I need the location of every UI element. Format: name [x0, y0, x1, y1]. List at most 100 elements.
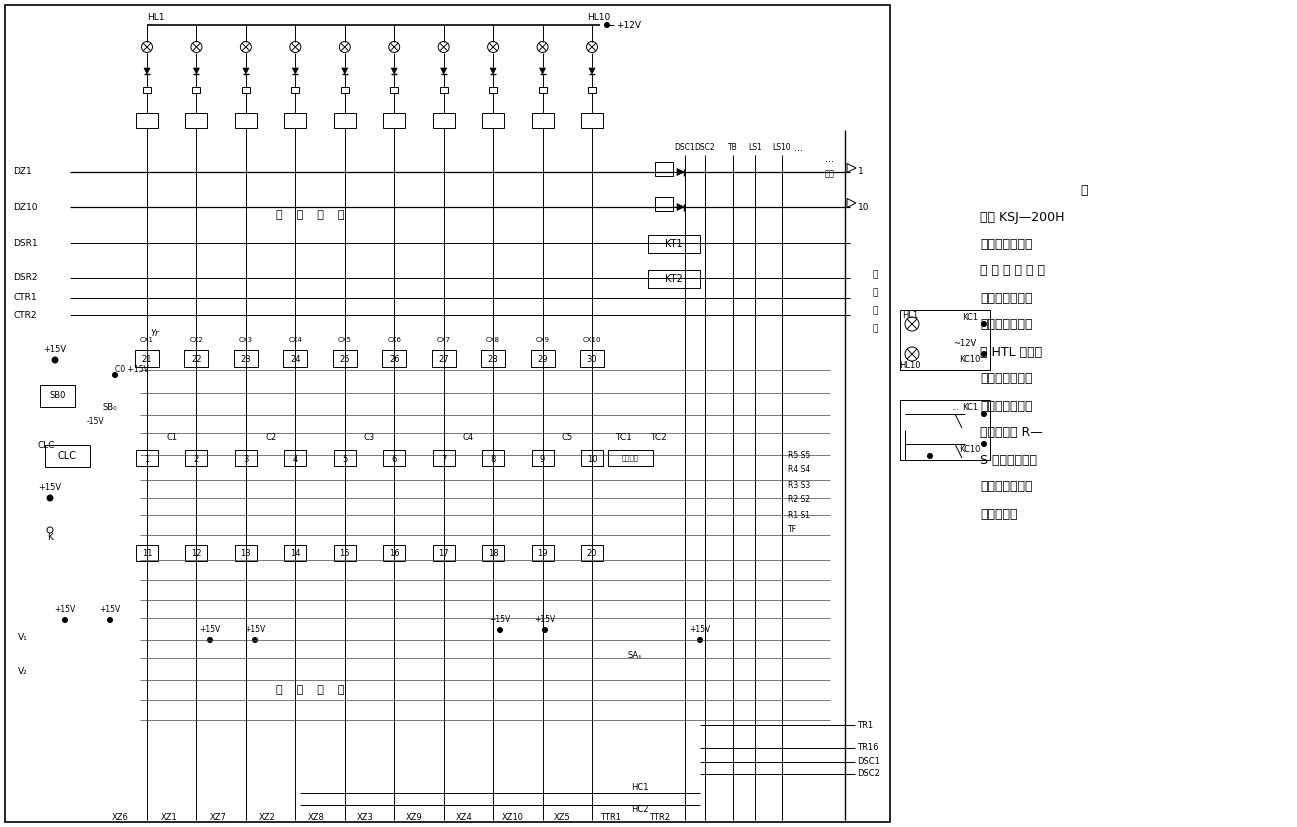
- Bar: [538, 87, 546, 93]
- Polygon shape: [441, 68, 446, 74]
- Text: C1: C1: [166, 433, 178, 442]
- Bar: [283, 350, 307, 367]
- Circle shape: [253, 638, 258, 643]
- Text: 3: 3: [244, 455, 249, 463]
- Polygon shape: [540, 68, 546, 74]
- Text: 19: 19: [537, 549, 547, 558]
- Text: C4: C4: [463, 433, 473, 442]
- Bar: [482, 113, 505, 128]
- Bar: [233, 350, 258, 367]
- Text: 10: 10: [859, 203, 869, 212]
- Text: 2: 2: [193, 455, 198, 463]
- Bar: [532, 450, 554, 466]
- Bar: [648, 235, 700, 253]
- Bar: [383, 450, 405, 466]
- Text: CLC: CLC: [38, 441, 54, 450]
- Circle shape: [340, 41, 350, 52]
- Circle shape: [604, 22, 610, 27]
- Text: +15V: +15V: [100, 605, 121, 614]
- Circle shape: [52, 357, 58, 363]
- Text: V₁: V₁: [18, 633, 27, 643]
- Circle shape: [208, 638, 213, 643]
- Text: CX3: CX3: [239, 337, 253, 343]
- Bar: [482, 450, 505, 466]
- Text: TR16: TR16: [857, 743, 878, 753]
- Circle shape: [488, 41, 498, 52]
- Text: 矩: 矩: [873, 307, 878, 315]
- Text: 数: 数: [873, 289, 878, 298]
- Text: HC1: HC1: [632, 782, 648, 791]
- Text: 17: 17: [438, 549, 449, 558]
- Text: SB₀: SB₀: [102, 404, 117, 413]
- Text: KT2: KT2: [665, 274, 684, 284]
- Text: DSC1: DSC1: [674, 144, 695, 152]
- Text: 22: 22: [191, 355, 202, 364]
- Text: C2: C2: [265, 433, 276, 442]
- Text: ···: ···: [825, 157, 834, 167]
- Circle shape: [62, 618, 67, 623]
- Text: DSC2: DSC2: [857, 769, 879, 778]
- Bar: [432, 350, 455, 367]
- Bar: [433, 450, 455, 466]
- Text: XZ10: XZ10: [502, 814, 524, 823]
- Text: 输    入    矩    阵: 输 入 矩 阵: [276, 685, 344, 695]
- Circle shape: [586, 41, 598, 52]
- Text: KT1: KT1: [665, 239, 682, 249]
- Polygon shape: [490, 68, 497, 74]
- Bar: [192, 87, 201, 93]
- Text: HC2: HC2: [632, 805, 648, 815]
- Text: 4: 4: [293, 455, 298, 463]
- Bar: [135, 350, 160, 367]
- Circle shape: [982, 442, 987, 447]
- Bar: [333, 350, 357, 367]
- Circle shape: [537, 41, 549, 52]
- Bar: [136, 545, 158, 561]
- Bar: [390, 87, 398, 93]
- Text: 12: 12: [191, 549, 202, 558]
- Text: 型条件步进式顺: 型条件步进式顺: [981, 237, 1032, 251]
- Bar: [383, 113, 405, 128]
- Text: HL10: HL10: [899, 361, 921, 370]
- Bar: [40, 385, 75, 407]
- Circle shape: [698, 638, 703, 643]
- Text: 11: 11: [141, 549, 152, 558]
- Text: CX4: CX4: [288, 337, 302, 343]
- Text: HL10: HL10: [588, 13, 611, 22]
- Bar: [284, 450, 306, 466]
- Text: TTR1: TTR1: [601, 814, 621, 823]
- Bar: [655, 162, 673, 176]
- Bar: [284, 545, 306, 561]
- Text: CTR2: CTR2: [13, 310, 36, 319]
- Text: C5: C5: [562, 433, 573, 442]
- Text: 管。其步进器则: 管。其步进器则: [981, 399, 1032, 413]
- Text: 8: 8: [490, 455, 495, 463]
- Bar: [341, 87, 349, 93]
- Polygon shape: [392, 68, 397, 74]
- Bar: [588, 87, 597, 93]
- Text: KC10: KC10: [960, 356, 981, 365]
- Bar: [581, 450, 603, 466]
- Text: 16: 16: [389, 549, 399, 558]
- Polygon shape: [677, 203, 684, 211]
- Polygon shape: [292, 68, 298, 74]
- Text: 左移码电路，共: 左移码电路，共: [981, 480, 1032, 494]
- Bar: [235, 545, 257, 561]
- Bar: [185, 450, 208, 466]
- Text: 25: 25: [340, 355, 350, 364]
- Text: XZ8: XZ8: [307, 814, 324, 823]
- Polygon shape: [677, 169, 684, 175]
- Text: 30: 30: [586, 355, 598, 364]
- Text: 5: 5: [342, 455, 348, 463]
- Bar: [143, 87, 150, 93]
- Polygon shape: [847, 164, 856, 173]
- Circle shape: [47, 495, 53, 501]
- Circle shape: [982, 351, 987, 356]
- Bar: [292, 87, 300, 93]
- Text: 20: 20: [586, 549, 597, 558]
- Text: XZ7: XZ7: [210, 814, 227, 823]
- Bar: [235, 450, 257, 466]
- Text: ...: ...: [794, 143, 803, 153]
- Text: 成电路和砥晶体: 成电路和砥晶体: [981, 372, 1032, 385]
- Circle shape: [108, 618, 113, 623]
- Text: TB: TB: [728, 144, 738, 152]
